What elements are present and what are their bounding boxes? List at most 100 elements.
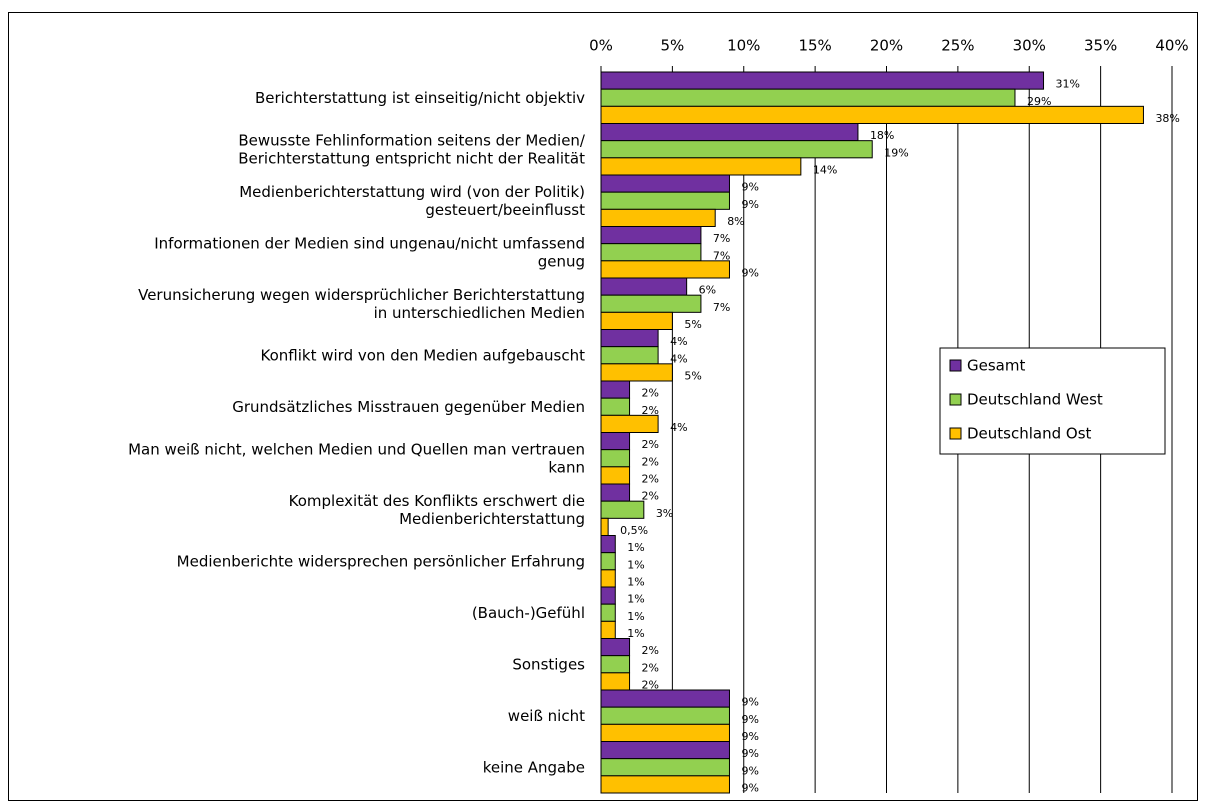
- x-tick-label: 25%: [941, 37, 974, 55]
- category-label: Grundsätzliches Misstrauen gegenüber Med…: [232, 397, 585, 415]
- value-label: 1%: [627, 627, 644, 640]
- bar: [600, 620, 616, 639]
- category-label: Medienberichterstattung wird (von der Po…: [239, 182, 585, 218]
- legend-label: Gesamt: [967, 357, 1025, 375]
- value-label: 2%: [642, 678, 659, 691]
- legend-box: [939, 347, 1166, 455]
- bar: [600, 105, 1144, 125]
- bar: [600, 380, 631, 399]
- bar: [600, 329, 659, 348]
- category-label: Medienberichte widersprechen persönliche…: [177, 552, 585, 570]
- value-label: 7%: [713, 249, 730, 262]
- bar: [600, 363, 673, 382]
- value-label: 7%: [713, 301, 730, 314]
- bar: [600, 655, 631, 674]
- value-label: 9%: [741, 747, 758, 760]
- bar: [600, 569, 616, 588]
- value-label: 19%: [884, 146, 908, 159]
- category-label: Man weiß nicht, welchen Medien und Quell…: [128, 440, 585, 476]
- value-label: 9%: [741, 781, 758, 794]
- value-label: 9%: [741, 713, 758, 726]
- value-label: 9%: [741, 198, 758, 211]
- category-label: Verunsicherung wegen widersprüchlicher B…: [138, 285, 585, 321]
- bar: [600, 552, 616, 571]
- x-tick-label: 5%: [660, 37, 684, 55]
- x-tick-label: 0%: [589, 37, 613, 55]
- bar: [600, 140, 873, 159]
- value-label: 2%: [642, 490, 659, 503]
- x-tick-label: 15%: [798, 37, 831, 55]
- x-tick-label: 30%: [1013, 37, 1046, 55]
- category-label: Berichterstattung ist einseitig/nicht ob…: [255, 88, 585, 106]
- bar: [600, 191, 730, 210]
- bar: [600, 586, 616, 605]
- bar: [600, 397, 631, 416]
- bar: [600, 535, 616, 554]
- value-label: 2%: [642, 472, 659, 485]
- category-label: weiß nicht: [508, 706, 585, 724]
- bar: [600, 277, 688, 296]
- bar: [600, 741, 730, 760]
- bar: [600, 260, 730, 279]
- value-label: 5%: [684, 369, 701, 382]
- value-label: 31%: [1056, 78, 1080, 91]
- category-label: keine Angabe: [483, 758, 585, 776]
- bar: [600, 208, 716, 227]
- value-label: 1%: [627, 610, 644, 623]
- value-label: 2%: [642, 661, 659, 674]
- value-label: 2%: [642, 387, 659, 400]
- bar: [600, 466, 631, 485]
- value-label: 4%: [670, 352, 687, 365]
- bar: [600, 123, 859, 142]
- bar: [600, 603, 616, 622]
- bar: [600, 638, 631, 657]
- value-label: 1%: [627, 575, 644, 588]
- bar: [600, 226, 702, 245]
- value-label: 2%: [642, 438, 659, 451]
- bar: [600, 346, 659, 365]
- bar: [600, 672, 631, 691]
- legend-label: Deutschland West: [967, 391, 1103, 409]
- category-label: Informationen der Medien sind ungenau/ni…: [154, 234, 585, 270]
- value-label: 9%: [741, 764, 758, 777]
- bar: [600, 723, 730, 742]
- value-label: 8%: [727, 215, 744, 228]
- legend-swatch: [949, 393, 962, 406]
- value-label: 14%: [813, 163, 837, 176]
- legend-swatch: [949, 359, 962, 372]
- value-label: 6%: [699, 284, 716, 297]
- value-label: 5%: [684, 318, 701, 331]
- value-label: 9%: [741, 696, 758, 709]
- category-label: (Bauch-)Gefühl: [472, 603, 585, 621]
- value-label: 4%: [670, 421, 687, 434]
- value-label: 18%: [870, 129, 894, 142]
- value-label: 29%: [1027, 95, 1051, 108]
- bar: [600, 174, 730, 193]
- value-label: 38%: [1155, 112, 1179, 125]
- legend-label: Deutschland Ost: [967, 425, 1092, 443]
- x-tick-label: 10%: [727, 37, 760, 55]
- bar: [600, 88, 1016, 107]
- bar: [600, 775, 730, 794]
- bar: [600, 483, 631, 502]
- bar: [600, 432, 631, 451]
- bar: [600, 449, 631, 468]
- bar: [600, 311, 673, 331]
- bar: [600, 294, 702, 313]
- value-label: 1%: [627, 558, 644, 571]
- bar: [600, 71, 1045, 90]
- bar: [600, 414, 659, 434]
- category-label: Bewusste Fehlinformation seitens der Med…: [238, 131, 586, 167]
- bar: [600, 157, 802, 176]
- x-tick-label: 35%: [1084, 37, 1117, 55]
- category-label: Sonstiges: [512, 655, 585, 673]
- x-tick-label: 40%: [1155, 37, 1188, 55]
- value-label: 0,5%: [620, 524, 648, 537]
- value-label: 4%: [670, 335, 687, 348]
- bar: [600, 243, 702, 262]
- value-label: 9%: [741, 266, 758, 279]
- bar: [600, 689, 730, 708]
- value-label: 2%: [642, 455, 659, 468]
- value-label: 1%: [627, 593, 644, 606]
